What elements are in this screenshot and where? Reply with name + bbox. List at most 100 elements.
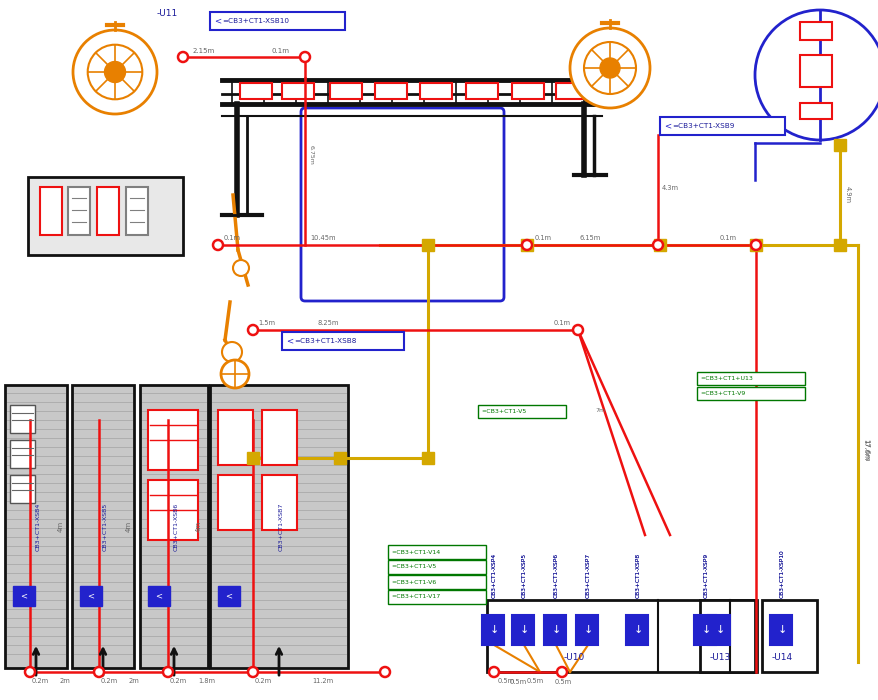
Text: CB3+CT1-XSP5: CB3+CT1-XSP5 xyxy=(521,553,526,598)
Text: CB3+CT1-XSP7: CB3+CT1-XSP7 xyxy=(585,553,590,598)
Bar xyxy=(148,410,198,470)
Text: <: < xyxy=(213,17,221,25)
Text: =CB3+CT1-XSB8: =CB3+CT1-XSB8 xyxy=(293,338,356,344)
Text: 0.5m: 0.5m xyxy=(554,679,572,685)
Text: 1.8m: 1.8m xyxy=(198,678,215,684)
Bar xyxy=(699,600,754,672)
Circle shape xyxy=(299,52,310,62)
Text: 0.1m: 0.1m xyxy=(535,235,551,241)
Bar xyxy=(486,600,756,672)
Text: CB3+CT1-XSP9: CB3+CT1-XSP9 xyxy=(702,553,708,598)
Text: CB3+CT1-XSP7: CB3+CT1-XSP7 xyxy=(585,553,590,598)
Text: 4.9m: 4.9m xyxy=(844,186,850,204)
Text: <: < xyxy=(20,592,27,601)
Circle shape xyxy=(248,325,258,335)
Bar xyxy=(40,187,62,235)
Bar xyxy=(511,83,543,99)
Bar xyxy=(262,410,297,465)
Text: CB3+CT1-XSP10: CB3+CT1-XSP10 xyxy=(779,550,783,598)
Circle shape xyxy=(212,240,223,250)
Circle shape xyxy=(583,42,636,94)
Circle shape xyxy=(248,667,258,677)
Text: 17.6m: 17.6m xyxy=(861,440,867,461)
Text: 2.15m: 2.15m xyxy=(193,48,215,54)
Bar xyxy=(420,83,451,99)
Text: -U13: -U13 xyxy=(709,654,730,662)
Bar xyxy=(126,187,148,235)
Text: CB3+CT1-XSB7: CB3+CT1-XSB7 xyxy=(278,503,284,551)
Text: 2m: 2m xyxy=(129,678,140,684)
Bar xyxy=(511,615,534,645)
Bar xyxy=(833,239,845,251)
Text: CB3+CT1-XSP6: CB3+CT1-XSP6 xyxy=(553,553,558,598)
Text: ↓: ↓ xyxy=(776,625,786,635)
Bar xyxy=(210,385,348,668)
FancyBboxPatch shape xyxy=(300,108,503,301)
Text: 0.2m: 0.2m xyxy=(169,678,187,684)
Bar xyxy=(694,615,716,645)
Bar xyxy=(799,22,831,40)
Circle shape xyxy=(222,342,241,362)
Circle shape xyxy=(557,667,566,677)
Text: <: < xyxy=(88,592,95,601)
Bar xyxy=(247,452,259,464)
Text: <: < xyxy=(285,337,292,346)
Text: CB3+CT1-XSP4: CB3+CT1-XSP4 xyxy=(491,553,496,598)
Text: <: < xyxy=(663,122,671,130)
Text: ↓: ↓ xyxy=(715,625,723,635)
Bar xyxy=(97,187,119,235)
Text: =CB3+CT1-V14: =CB3+CT1-V14 xyxy=(391,550,440,554)
Text: CB3+CT1-XSB5: CB3+CT1-XSB5 xyxy=(103,503,107,551)
Circle shape xyxy=(162,667,173,677)
Text: -U10: -U10 xyxy=(563,654,584,662)
Circle shape xyxy=(73,30,157,114)
Bar xyxy=(80,586,102,606)
Text: 0.1m: 0.1m xyxy=(224,235,241,241)
Bar xyxy=(799,55,831,87)
Bar xyxy=(521,239,532,251)
Bar xyxy=(148,586,169,606)
Text: CB3+CT1-XSP9: CB3+CT1-XSP9 xyxy=(702,553,708,598)
Text: ↓: ↓ xyxy=(519,625,528,635)
Bar xyxy=(329,83,362,99)
Text: 6.15m: 6.15m xyxy=(579,235,601,241)
Bar xyxy=(653,239,666,251)
Text: ↓: ↓ xyxy=(632,625,642,635)
Text: =CB3+CT1-XSB9: =CB3+CT1-XSB9 xyxy=(672,123,733,129)
Bar xyxy=(833,139,845,151)
Text: =CB3+CT1-V17: =CB3+CT1-V17 xyxy=(391,594,440,599)
Bar xyxy=(282,83,313,99)
Circle shape xyxy=(220,360,248,388)
Bar xyxy=(387,545,486,559)
Bar xyxy=(210,12,344,30)
Bar xyxy=(5,385,67,668)
Text: CB3+CT1-XSP8: CB3+CT1-XSP8 xyxy=(635,553,640,598)
Text: 1.5m: 1.5m xyxy=(258,320,275,326)
Text: 11.2m: 11.2m xyxy=(312,678,333,684)
Text: 4m: 4m xyxy=(58,520,64,531)
Text: 2m: 2m xyxy=(60,678,70,684)
Circle shape xyxy=(600,58,619,78)
Bar xyxy=(148,480,198,540)
Text: CB3+CT1-XSP5: CB3+CT1-XSP5 xyxy=(521,553,526,598)
Bar xyxy=(10,475,35,503)
Text: <: < xyxy=(155,592,162,601)
Text: =CB3+CT1-V6: =CB3+CT1-V6 xyxy=(391,580,435,584)
Text: 17.6m: 17.6m xyxy=(862,439,868,461)
Text: 0.5m: 0.5m xyxy=(527,678,543,684)
Bar xyxy=(13,586,35,606)
Bar xyxy=(282,332,404,350)
Bar xyxy=(387,575,486,589)
Text: CB3+CT1-XSB4: CB3+CT1-XSB4 xyxy=(35,503,40,551)
Text: =CB3+CT1-V5: =CB3+CT1-V5 xyxy=(480,409,526,414)
Circle shape xyxy=(104,62,126,83)
Bar xyxy=(465,83,498,99)
Text: 0.2m: 0.2m xyxy=(32,678,49,684)
Text: 0.1m: 0.1m xyxy=(271,48,290,54)
Bar xyxy=(799,103,831,119)
Text: 0.1m: 0.1m xyxy=(719,235,736,241)
Text: 0.5m: 0.5m xyxy=(498,678,515,684)
Bar xyxy=(696,372,804,385)
Text: CB3+CT1-XSP4: CB3+CT1-XSP4 xyxy=(491,553,496,598)
Bar xyxy=(575,615,597,645)
